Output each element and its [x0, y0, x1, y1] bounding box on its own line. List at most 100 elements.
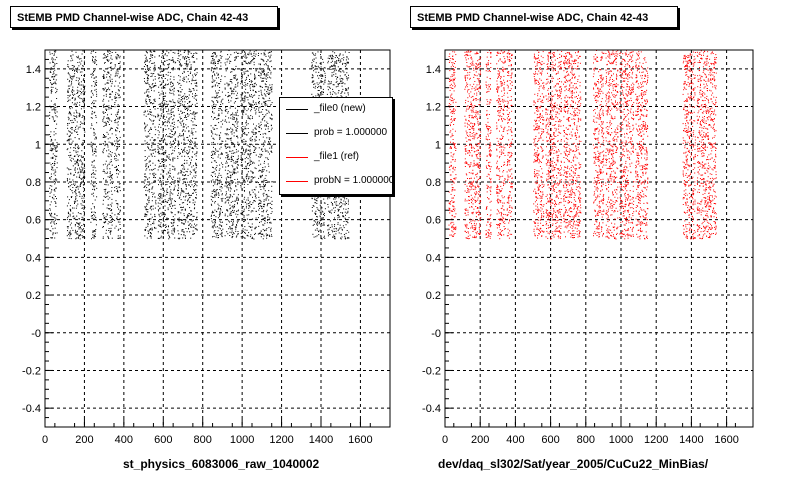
- data-point: [74, 191, 76, 193]
- data-point: [231, 131, 233, 133]
- data-point: [245, 128, 247, 130]
- data-point: [213, 231, 215, 233]
- data-point: [233, 210, 235, 212]
- data-point: [68, 117, 70, 119]
- data-point: [177, 108, 179, 110]
- data-point: [152, 162, 154, 164]
- data-point: [264, 102, 266, 104]
- data-point: [108, 221, 110, 223]
- data-point: [162, 109, 164, 110]
- data-point: [50, 90, 52, 91]
- data-point: [93, 56, 94, 58]
- data-point: [196, 194, 197, 196]
- data-point: [150, 237, 152, 239]
- data-point: [212, 133, 214, 135]
- data-point: [90, 141, 92, 143]
- data-point: [217, 118, 219, 120]
- data-point: [96, 219, 97, 221]
- data-point: [71, 102, 73, 104]
- data-point: [150, 60, 152, 62]
- data-point: [163, 233, 164, 235]
- data-point: [102, 164, 104, 166]
- data-point: [53, 61, 55, 63]
- data-point: [116, 146, 118, 147]
- data-point: [107, 55, 109, 57]
- data-point: [74, 137, 76, 139]
- data-point: [231, 142, 233, 144]
- data-point: [226, 223, 228, 225]
- data-point: [255, 77, 257, 79]
- data-point: [84, 206, 86, 208]
- data-point: [52, 169, 54, 171]
- data-point: [235, 172, 237, 174]
- data-point: [55, 205, 57, 207]
- data-point: [189, 61, 191, 63]
- data-point: [78, 90, 80, 92]
- data-point: [213, 215, 215, 216]
- data-point: [177, 218, 179, 220]
- data-point: [261, 80, 263, 82]
- data-point: [157, 209, 159, 211]
- data-point: [248, 52, 250, 54]
- data-point: [68, 138, 70, 140]
- data-point: [83, 89, 85, 91]
- data-point: [80, 185, 81, 187]
- data-point: [170, 198, 172, 200]
- data-point: [189, 105, 191, 107]
- data-point: [166, 101, 168, 103]
- data-point: [241, 172, 243, 174]
- data-point: [216, 55, 218, 57]
- data-point: [246, 178, 247, 180]
- data-point: [219, 233, 221, 235]
- data-point: [228, 165, 230, 166]
- data-point: [177, 126, 179, 128]
- data-point: [195, 228, 197, 230]
- data-point: [235, 84, 237, 86]
- data-point: [107, 191, 109, 193]
- data-point: [170, 136, 172, 138]
- data-point: [169, 89, 171, 91]
- data-point: [109, 93, 110, 95]
- data-point: [237, 125, 239, 127]
- data-point: [185, 195, 187, 197]
- data-point: [109, 79, 111, 81]
- data-point: [229, 182, 230, 184]
- data-point: [67, 127, 69, 129]
- data-point: [267, 234, 269, 236]
- data-point: [183, 231, 185, 233]
- data-point: [243, 133, 245, 135]
- data-point: [150, 111, 152, 113]
- data-point: [241, 229, 243, 231]
- data-point: [195, 164, 197, 166]
- data-point: [77, 134, 79, 135]
- data-point: [255, 139, 257, 141]
- data-point: [187, 152, 189, 154]
- data-point: [161, 161, 163, 163]
- data-point: [265, 180, 267, 181]
- data-point: [146, 168, 148, 170]
- data-point: [187, 221, 189, 223]
- data-point: [114, 65, 116, 67]
- data-point: [195, 112, 197, 114]
- data-point: [171, 85, 173, 87]
- data-point: [182, 98, 184, 100]
- data-point: [74, 224, 76, 225]
- data-point: [91, 181, 93, 183]
- data-point: [227, 111, 229, 113]
- data-point: [234, 143, 236, 145]
- data-point: [109, 119, 111, 121]
- data-point: [255, 70, 257, 72]
- data-point: [270, 146, 272, 148]
- data-point: [233, 162, 235, 164]
- data-point: [320, 94, 322, 96]
- data-point: [78, 95, 80, 96]
- data-point: [186, 127, 187, 129]
- data-point: [237, 115, 239, 117]
- data-point: [232, 223, 234, 225]
- data-point: [77, 156, 79, 158]
- data-point: [267, 157, 269, 159]
- data-point: [76, 89, 78, 91]
- data-point: [245, 92, 246, 94]
- data-point: [216, 134, 218, 136]
- data-point: [50, 100, 52, 102]
